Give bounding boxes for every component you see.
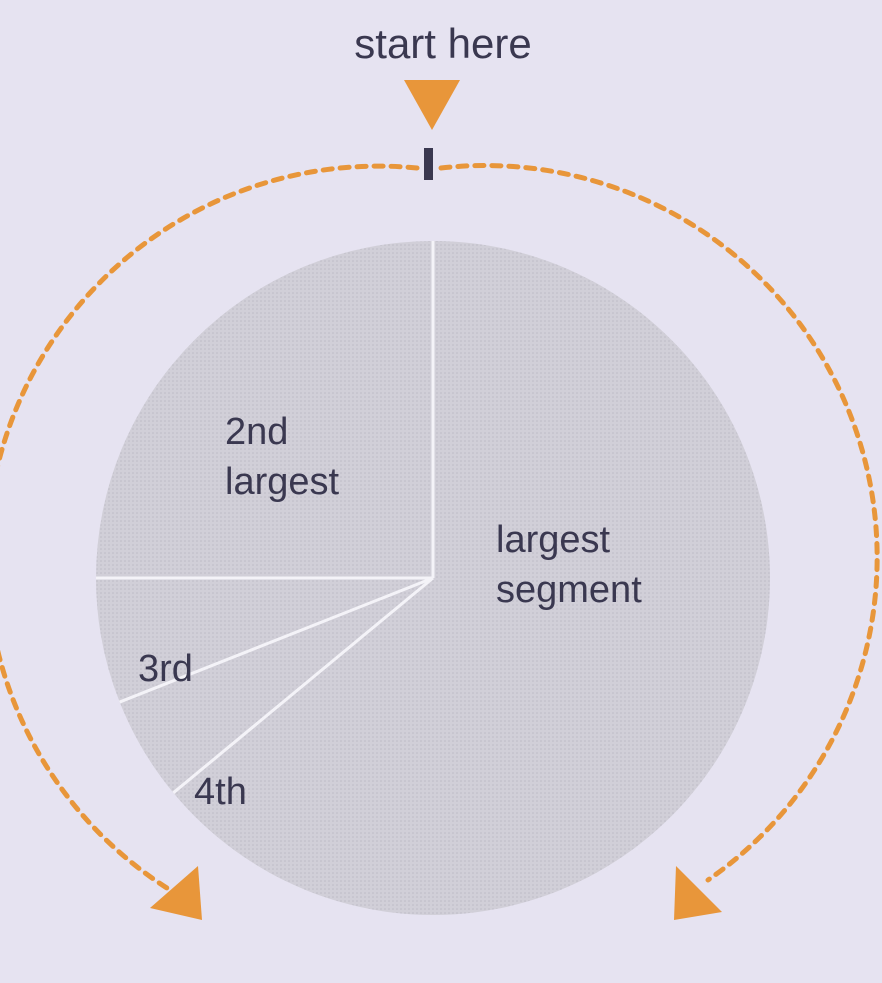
start-tick-mark xyxy=(424,148,433,180)
slice-label-2nd-line-1: 2nd xyxy=(225,411,288,453)
arrowhead-right-icon xyxy=(674,866,722,920)
slice-divider-2 xyxy=(119,576,434,704)
pie-slice-2nd xyxy=(96,241,433,578)
pie-slice-4th xyxy=(119,578,434,793)
slice-divider-1 xyxy=(172,576,434,794)
slice-label-4th: 4th xyxy=(194,771,247,813)
start-here-label: start here xyxy=(354,20,531,67)
pie-slice-3rd xyxy=(96,578,433,703)
start-arrow-icon xyxy=(404,80,460,130)
slice-label-4th-line-1: 4th xyxy=(194,771,247,813)
slice-label-2nd: 2nd largest xyxy=(225,411,339,503)
clockwise-arc-left xyxy=(0,163,420,893)
pie-chart xyxy=(96,241,770,916)
slice-label-3rd: 3rd xyxy=(138,648,193,690)
slice-label-3rd-line-1: 3rd xyxy=(138,648,193,690)
slice-label-largest-line-1: largest xyxy=(496,519,610,561)
clockwise-arc-right xyxy=(438,163,880,883)
pie-dividers xyxy=(96,241,435,794)
arrowhead-left-icon xyxy=(150,866,202,920)
slice-label-largest-line-2: segment xyxy=(496,569,642,611)
slice-label-largest: largest segment xyxy=(496,519,642,611)
pie-slice-largest xyxy=(173,241,770,916)
slice-label-2nd-line-2: largest xyxy=(225,461,339,503)
